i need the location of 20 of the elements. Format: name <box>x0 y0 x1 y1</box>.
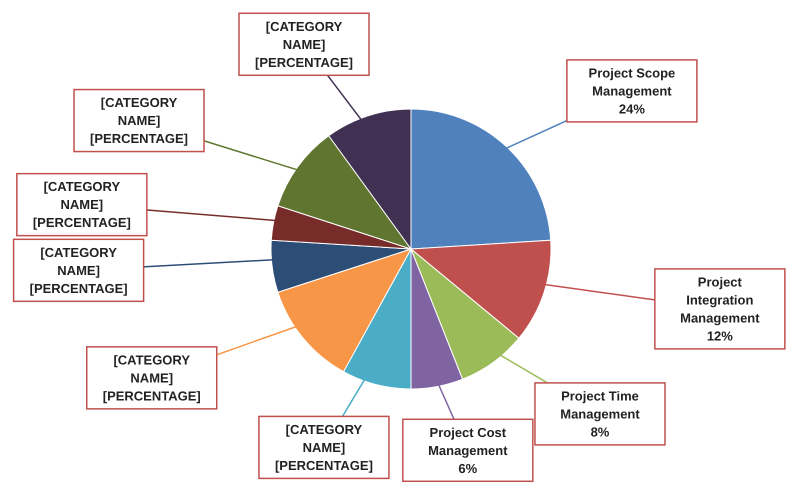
slice-label: [CATEGORY NAME] <box>40 244 118 278</box>
data-label: 12% <box>706 328 734 344</box>
data-label: [PERCENTAGE] <box>30 280 128 296</box>
slice-label: [CATEGORY NAME] <box>286 422 363 455</box>
slice-label: Project Scope Management <box>588 65 676 98</box>
data-label: 8% <box>590 424 610 440</box>
data-label: [PERCENTAGE] <box>102 388 201 404</box>
data-label: [PERCENTAGE] <box>32 215 131 230</box>
data-label: [PERCENTAGE] <box>90 131 188 146</box>
slice-label: [CATEGORY NAME] <box>266 18 343 52</box>
slice-label: [CATEGORY NAME] <box>44 179 120 212</box>
slice-label: [CATEGORY NAME] <box>113 352 190 386</box>
data-label: [PERCENTAGE] <box>274 458 373 473</box>
slice-label: Project Integration Management <box>680 274 760 326</box>
slice-label: Project Cost Management <box>428 424 508 458</box>
slice-label: [CATEGORY NAME] <box>100 95 178 128</box>
slice-label: Project Time Management <box>560 388 640 422</box>
data-label: 24% <box>618 101 646 116</box>
data-label: 6% <box>458 460 478 476</box>
data-label: [PERCENTAGE] <box>255 54 354 70</box>
